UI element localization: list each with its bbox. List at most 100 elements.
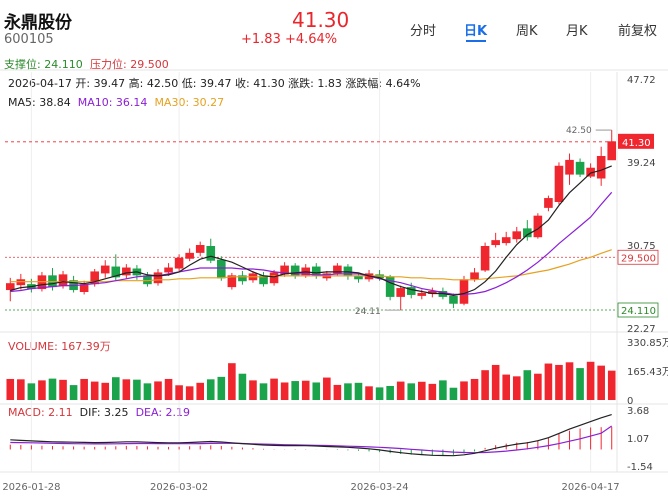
tab-monthly-k[interactable]: 月K — [566, 24, 588, 39]
tab-forward-adjusted[interactable]: 前复权 — [618, 24, 658, 39]
support-tag-label: 24.110 — [621, 306, 656, 317]
ma-legend: MA5: 38.84 MA10: 36.14 MA30: 30.27 — [8, 96, 224, 109]
candle-body — [58, 274, 68, 287]
candle-body — [333, 265, 342, 274]
volume-bar — [101, 382, 110, 400]
ma30-label: MA30: 30.27 — [154, 96, 225, 109]
volume-bar — [69, 385, 78, 400]
volume-bar — [27, 383, 36, 400]
x-tick-label: 2026-03-02 — [150, 482, 208, 493]
volume-bar — [323, 377, 331, 400]
ma30-line — [10, 249, 612, 283]
candle-body — [480, 246, 490, 271]
volume-bar — [481, 370, 489, 400]
volume-bar — [111, 377, 120, 400]
candle-body — [238, 275, 247, 282]
candle-body — [5, 283, 15, 291]
candle-body — [100, 265, 110, 274]
min-price-label: 24.11 — [355, 307, 381, 317]
volume-y-tick-label: 330.85万 — [627, 338, 668, 349]
candle-body — [491, 240, 500, 246]
volume-bar — [196, 382, 205, 400]
volume-bar — [544, 363, 553, 400]
volume-y-tick-label: 165.43万 — [627, 367, 668, 378]
volume-bar — [586, 361, 595, 400]
volume-y-tick-label: 0 — [627, 396, 633, 407]
volume-bar — [576, 368, 584, 400]
tab-weekly-k[interactable]: 周K — [516, 24, 538, 39]
candle-body — [174, 257, 184, 269]
last-price-tag — [618, 133, 654, 149]
candle-body — [143, 275, 152, 285]
volume-bar — [449, 387, 458, 400]
volume-bar — [206, 379, 215, 400]
volume-bar — [407, 383, 416, 400]
y-tick-label: 39.24 — [627, 158, 656, 169]
support-level: 支撑位: 24.110 — [4, 58, 83, 71]
volume-bar — [185, 386, 194, 400]
candle-body — [396, 288, 405, 297]
current-price: 41.30 — [292, 8, 350, 32]
volume-bar — [291, 381, 299, 400]
volume-bar — [417, 381, 426, 400]
candle-body — [164, 267, 173, 273]
volume-bar — [228, 363, 236, 400]
macd-legend: MACD: 2.11 DIF: 3.25 DEA: 2.19 — [8, 406, 190, 419]
volume-bar — [428, 383, 437, 400]
max-price-label: 42.50 — [566, 126, 592, 136]
ma10-line — [10, 191, 613, 295]
candle-body — [354, 276, 363, 280]
macd-label: MACD: 2.11 — [8, 406, 73, 419]
macd-y-tick-label: 1.07 — [627, 434, 649, 445]
dea-line — [10, 425, 613, 454]
candle-body — [544, 198, 553, 208]
volume-bar — [396, 381, 405, 400]
volume-bar — [133, 379, 141, 400]
volume-bar — [491, 364, 500, 400]
stock-name: 永鼎股份 — [4, 13, 72, 33]
volume-bar — [6, 378, 15, 400]
volume-bar — [80, 378, 88, 400]
volume-bar — [607, 370, 616, 400]
volume-bar — [143, 383, 152, 400]
candle-body — [607, 141, 617, 161]
tab-daily-k[interactable]: 日K — [464, 24, 488, 39]
candle-body — [449, 295, 458, 304]
candle-body — [459, 279, 469, 304]
volume-bar — [175, 385, 183, 400]
volume-bar — [365, 386, 373, 400]
volume-bar — [249, 380, 257, 400]
volume-bar — [238, 373, 247, 400]
price-change: +1.83 +4.64% — [241, 32, 338, 47]
volume-legend: VOLUME: 167.39万 — [8, 340, 111, 353]
volume-bar — [48, 378, 57, 400]
volume-bar — [312, 382, 321, 400]
candle-body — [470, 272, 479, 280]
candle-body — [501, 237, 511, 244]
tab-intraday[interactable]: 分时 — [410, 24, 437, 39]
volume-bar — [470, 378, 479, 400]
candle-body — [227, 275, 237, 288]
candle-body — [217, 259, 226, 279]
volume-bar — [565, 362, 574, 400]
pressure-level: 压力位: 29.500 — [90, 58, 169, 71]
candle-body — [575, 161, 585, 175]
candle-body — [269, 272, 279, 284]
stock-code: 600105 — [4, 32, 54, 47]
macd-y-tick-label: 3.68 — [627, 406, 649, 417]
x-tick-label: 2026-04-17 — [562, 482, 620, 493]
ohlc-info: 2026-04-17 开: 39.47 高: 42.50 低: 39.47 收:… — [8, 77, 421, 90]
volume-bar — [597, 365, 605, 400]
volume-bar — [354, 382, 363, 400]
candle-body — [565, 159, 574, 175]
ma10-label: MA10: 36.14 — [77, 96, 148, 109]
dif-label: DIF: 3.25 — [79, 406, 129, 419]
candle-body — [79, 284, 89, 293]
macd-y-tick-label: -1.54 — [627, 462, 653, 473]
candle-body — [206, 246, 216, 261]
candle-body — [596, 155, 606, 179]
volume-bar — [523, 370, 532, 400]
volume-bar — [555, 364, 563, 400]
volume-bar — [386, 385, 394, 400]
